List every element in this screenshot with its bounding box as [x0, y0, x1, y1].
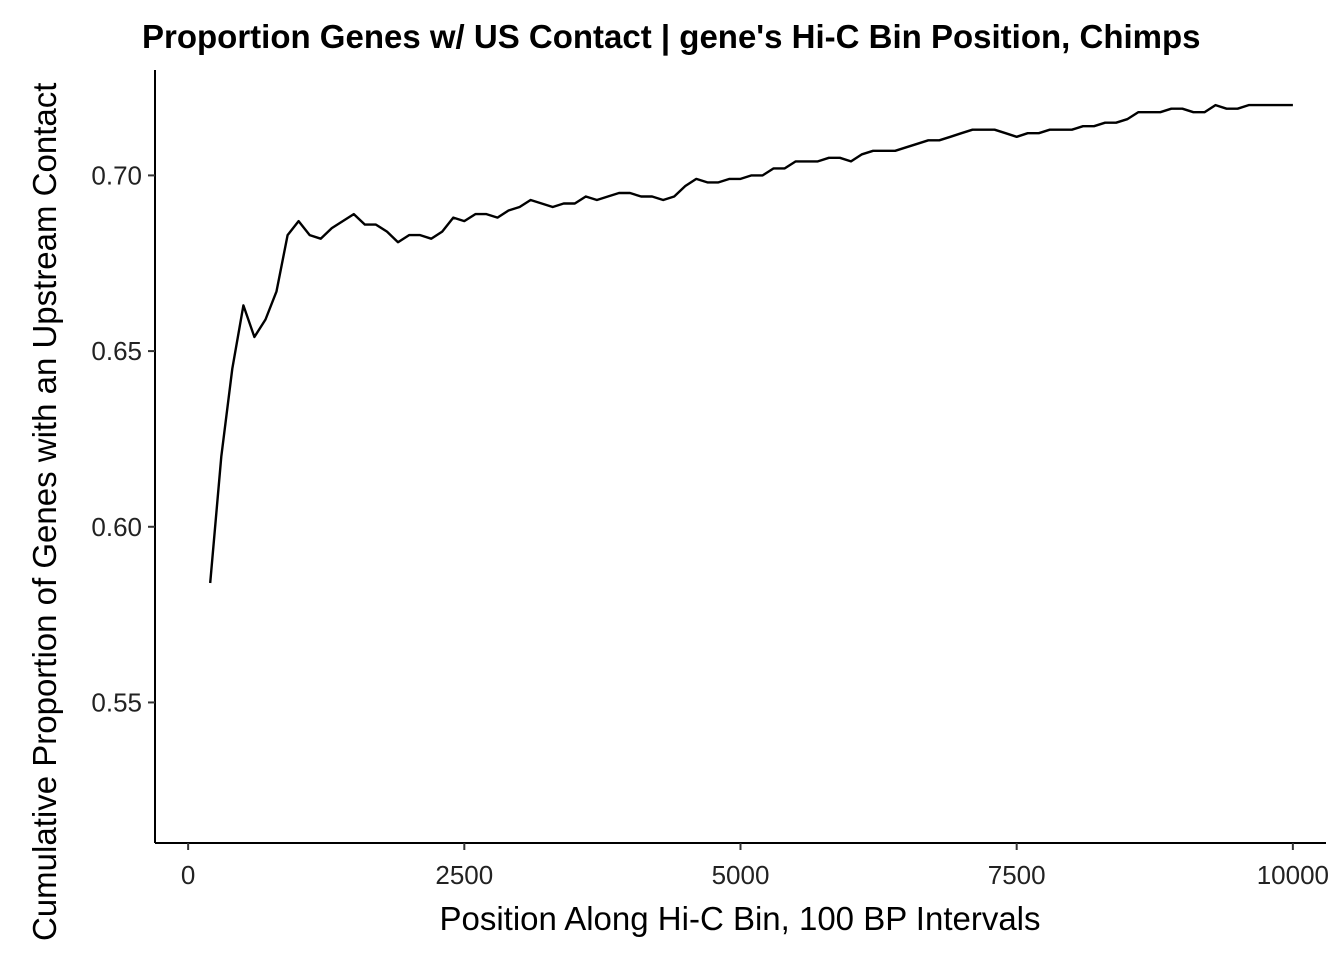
- x-tick-label: 2500: [435, 860, 493, 890]
- series-line: [209, 103, 1293, 584]
- x-ticks: 0 2500 5000 7500 10000: [181, 843, 1329, 890]
- x-tick-label: 0: [181, 860, 195, 890]
- x-axis-label: Position Along Hi-C Bin, 100 BP Interval…: [439, 900, 1040, 937]
- y-tick-label: 0.65: [91, 336, 142, 366]
- y-tick-label: 0.60: [91, 512, 142, 542]
- y-axis-label: Cumulative Proportion of Genes with an U…: [26, 83, 63, 941]
- x-tick-label: 5000: [712, 860, 770, 890]
- y-tick-label: 0.70: [91, 160, 142, 190]
- plot-area: 0.55 0.60 0.65 0.70 0 2500 5000 7500 10000: [91, 70, 1329, 890]
- y-ticks: 0.55 0.60 0.65 0.70: [91, 160, 155, 717]
- y-tick-label: 0.55: [91, 687, 142, 717]
- x-tick-label: 7500: [988, 860, 1046, 890]
- chart-title: Proportion Genes w/ US Contact | gene's …: [142, 18, 1201, 55]
- x-tick-label: 10000: [1257, 860, 1329, 890]
